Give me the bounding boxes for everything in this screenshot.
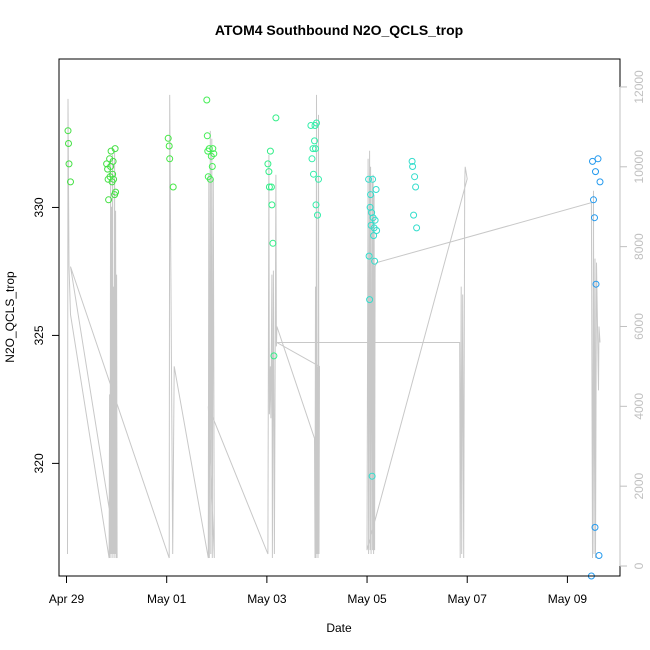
data-point bbox=[591, 214, 598, 222]
altitude-line bbox=[67, 94, 601, 559]
data-point bbox=[371, 216, 379, 224]
data-point bbox=[111, 145, 119, 153]
data-point bbox=[203, 132, 211, 140]
data-point bbox=[411, 173, 419, 181]
data-point bbox=[589, 157, 596, 165]
y-axis-label: N2O_QCLS_trop bbox=[3, 271, 17, 363]
data-point bbox=[590, 196, 597, 204]
data-point bbox=[365, 252, 373, 260]
data-point bbox=[110, 175, 118, 183]
data-point bbox=[112, 188, 120, 196]
data-point bbox=[412, 183, 420, 191]
y-axis-right: 0 2000 4000 6000 8000 10000 12000 bbox=[619, 70, 646, 569]
plot-frame bbox=[58, 58, 621, 577]
data-point bbox=[307, 122, 315, 129]
data-point bbox=[270, 352, 278, 360]
data-point bbox=[370, 232, 378, 240]
data-point bbox=[164, 134, 172, 142]
data-point bbox=[208, 163, 216, 170]
data-point bbox=[367, 191, 375, 199]
data-point bbox=[413, 224, 421, 232]
y-tick-label: 330 bbox=[32, 197, 46, 217]
data-point bbox=[595, 552, 603, 559]
data-point bbox=[369, 175, 377, 183]
data-point bbox=[105, 196, 113, 204]
data-point bbox=[309, 145, 317, 153]
data-point bbox=[365, 175, 373, 183]
data-point bbox=[265, 183, 273, 191]
data-point bbox=[308, 155, 316, 163]
y2-tick-label: 2000 bbox=[632, 473, 646, 500]
y2-tick-label: 4000 bbox=[632, 393, 646, 420]
data-point bbox=[310, 170, 317, 178]
x-tick-label: May 09 bbox=[548, 592, 588, 606]
data-point bbox=[210, 150, 218, 158]
data-point bbox=[264, 160, 272, 168]
x-tick-label: May 07 bbox=[448, 592, 488, 606]
data-point bbox=[268, 201, 276, 209]
data-point bbox=[312, 145, 319, 153]
data-point bbox=[368, 209, 376, 217]
data-point bbox=[311, 137, 318, 145]
data-point bbox=[265, 168, 273, 176]
data-point bbox=[209, 145, 217, 153]
data-point bbox=[272, 114, 280, 122]
data-point bbox=[165, 142, 173, 150]
data-point bbox=[65, 140, 72, 147]
data-point bbox=[366, 296, 374, 304]
data-point bbox=[64, 127, 72, 135]
data-points bbox=[64, 96, 604, 580]
data-point bbox=[166, 155, 174, 163]
y2-tick-label: 0 bbox=[632, 562, 646, 569]
x-axis-label: Date bbox=[326, 621, 352, 635]
x-tick-label: May 03 bbox=[247, 592, 287, 606]
data-point bbox=[372, 186, 380, 193]
y2-tick-label: 10000 bbox=[632, 150, 646, 184]
y-tick-label: 320 bbox=[32, 453, 46, 473]
data-point bbox=[408, 157, 416, 165]
data-point bbox=[594, 155, 602, 163]
data-point bbox=[591, 523, 599, 531]
data-point bbox=[592, 280, 600, 288]
data-point bbox=[205, 145, 213, 153]
data-point bbox=[596, 178, 604, 186]
data-point bbox=[267, 183, 275, 191]
data-point bbox=[368, 472, 376, 480]
data-point bbox=[409, 163, 417, 170]
data-point bbox=[410, 211, 418, 219]
data-point bbox=[373, 227, 381, 234]
y-tick-label: 325 bbox=[32, 325, 46, 345]
data-point bbox=[312, 201, 320, 209]
y2-tick-label: 8000 bbox=[632, 233, 646, 260]
data-point bbox=[109, 157, 117, 165]
x-axis: Apr 29 May 01 May 03 May 05 May 07 May 09 bbox=[49, 575, 588, 606]
data-point bbox=[169, 183, 177, 191]
data-point bbox=[65, 160, 73, 168]
data-point bbox=[371, 257, 379, 265]
y-axis-left: 320 325 330 bbox=[32, 197, 60, 473]
chart-title: ATOM4 Southbound N2O_QCLS_trop bbox=[215, 22, 463, 38]
data-point bbox=[266, 147, 274, 155]
data-point bbox=[269, 239, 277, 247]
x-tick-label: Apr 29 bbox=[49, 592, 85, 606]
data-point bbox=[315, 175, 322, 183]
y2-tick-label: 12000 bbox=[632, 70, 646, 104]
data-point bbox=[203, 96, 211, 104]
y2-tick-label: 6000 bbox=[632, 313, 646, 340]
altitude-series bbox=[67, 94, 601, 559]
data-point bbox=[67, 178, 74, 186]
data-point bbox=[313, 119, 320, 127]
data-point bbox=[314, 211, 321, 219]
data-point bbox=[592, 168, 599, 176]
data-point bbox=[109, 170, 117, 178]
x-tick-label: May 01 bbox=[147, 592, 187, 606]
x-tick-label: May 05 bbox=[347, 592, 387, 606]
data-point bbox=[206, 175, 214, 183]
